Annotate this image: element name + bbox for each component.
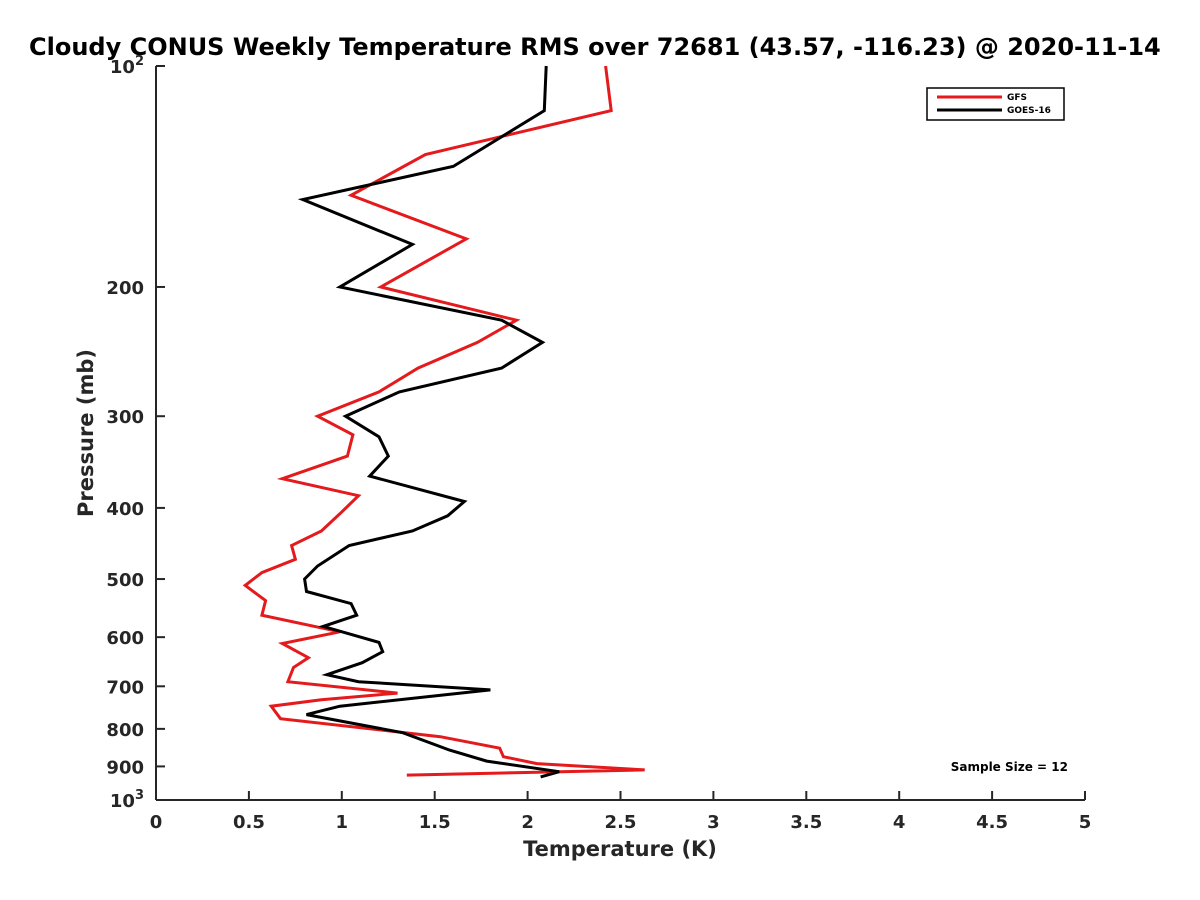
legend-label: GFS bbox=[1007, 93, 1027, 103]
x-tick-label: 1.5 bbox=[419, 812, 451, 833]
legend: GFS GOES-16 bbox=[926, 87, 1065, 121]
x-tick-label: 5 bbox=[1079, 812, 1092, 833]
y-axis-label: Pressure (mb) bbox=[74, 349, 98, 517]
y-tick-label: 700 bbox=[106, 677, 144, 698]
x-tick-label: 4 bbox=[893, 812, 906, 833]
series-line-goes-16 bbox=[297, 65, 560, 779]
x-tick-label: 1 bbox=[336, 812, 349, 833]
y-tick-label: 200 bbox=[106, 278, 144, 299]
y-tick-label: 900 bbox=[106, 757, 144, 778]
x-tick-label: 0.5 bbox=[233, 812, 265, 833]
y-tick-label: 500 bbox=[106, 570, 144, 591]
chart-title: Cloudy CONUS Weekly Temperature RMS over… bbox=[29, 33, 1161, 61]
x-tick-label: 0 bbox=[150, 812, 163, 833]
x-tick-label: 3.5 bbox=[790, 812, 822, 833]
x-tick-label: 2 bbox=[521, 812, 534, 833]
plot-area: 0 0.5 1 1.5 2 2.5 3 3.5 4 4.5 5 102 200 300 400 500 600 7… bbox=[106, 54, 1091, 833]
y-tick-label: 400 bbox=[106, 499, 144, 520]
legend-label: GOES-16 bbox=[1007, 106, 1051, 116]
x-tick-label: 4.5 bbox=[976, 812, 1008, 833]
y-tick-label: 102 bbox=[110, 54, 144, 78]
y-tick-label: 600 bbox=[106, 628, 144, 649]
y-tick-label: 300 bbox=[106, 407, 144, 428]
legend-box bbox=[926, 87, 1065, 121]
x-axis-label: Temperature (K) bbox=[523, 837, 717, 861]
x-tick-label: 2.5 bbox=[605, 812, 637, 833]
series-line-gfs bbox=[242, 65, 645, 777]
x-tick-label: 3 bbox=[707, 812, 720, 833]
sample-size-annotation: Sample Size = 12 bbox=[951, 760, 1068, 774]
y-tick-label: 800 bbox=[106, 720, 144, 741]
y-tick-label: 103 bbox=[110, 788, 144, 812]
